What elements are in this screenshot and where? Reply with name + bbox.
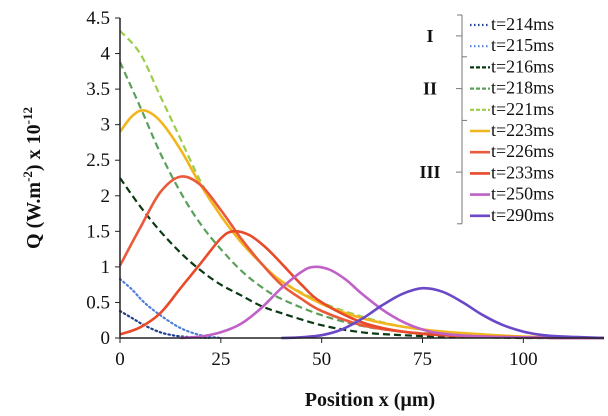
series-line-t=233ms [119, 229, 605, 340]
y-tick-label: 3 [101, 115, 111, 136]
x-tick-label: 25 [211, 349, 230, 370]
series-line-t=290ms [281, 286, 605, 340]
y-axis-title-sup1: -2 [20, 171, 35, 182]
y-tick-label: 3.5 [86, 79, 110, 100]
y-tick-label: 2.5 [86, 150, 110, 171]
legend-group-label: II [423, 79, 437, 99]
y-tick-label: 2 [101, 186, 111, 207]
legend-label: t=226ms [491, 141, 554, 161]
x-tick-label: 50 [312, 349, 331, 370]
y-tick-label: 0.5 [86, 292, 110, 313]
legend-group-label: III [419, 162, 440, 182]
y-axis-title: Q (W.m-2) x 10-12 [20, 107, 45, 249]
y-tick-label: 4 [101, 44, 111, 65]
legend-label: t=216ms [491, 56, 554, 76]
series-line-t=250ms [180, 265, 605, 340]
legend-group-label: I [426, 26, 433, 46]
y-tick-label: 1 [101, 257, 111, 278]
series-line-t=215ms [118, 277, 222, 340]
y-tick-label: 0 [101, 328, 111, 349]
legend-label: t=233ms [491, 162, 554, 182]
legend-label: t=250ms [491, 184, 554, 204]
x-tick-label: 100 [509, 349, 538, 370]
legend-label: t=223ms [491, 120, 554, 140]
legend-label: t=214ms [491, 14, 554, 34]
legend-label: t=215ms [491, 35, 554, 55]
y-tick-label: 4.5 [86, 8, 110, 29]
y-axis-title-mid: ) x 10 [23, 124, 45, 171]
legend-label: t=218ms [491, 78, 554, 98]
legend-label: t=221ms [491, 99, 554, 119]
legend: t=214mst=215mst=216mst=218mst=221mst=223… [419, 14, 554, 225]
y-tick-label: 1.5 [86, 221, 110, 242]
legend-label: t=290ms [491, 205, 554, 225]
ticks: 0 0.5 1 1.5 2 2.5 3 3.5 4 4.5 0 25 50 75 100 [86, 8, 537, 370]
y-axis-title-main: Q (W.m [23, 182, 45, 249]
x-axis-title: Position x (µm) [305, 389, 435, 411]
x-tick-label: 0 [115, 349, 125, 370]
y-axis-title-sup2: -12 [20, 107, 35, 124]
x-tick-label: 75 [413, 349, 432, 370]
